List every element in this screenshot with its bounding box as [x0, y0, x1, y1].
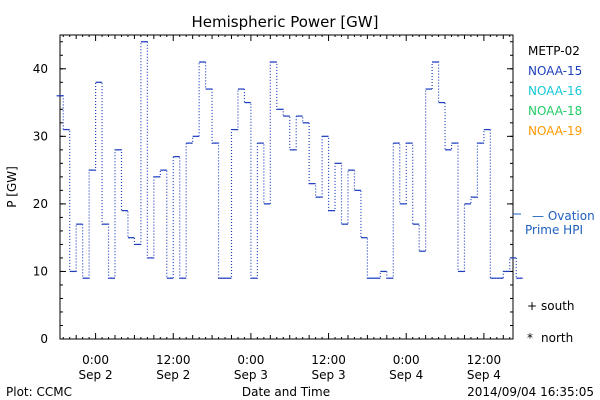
x-tick-time: 0:00 [82, 353, 109, 367]
legend-item: METP-02 [528, 44, 580, 58]
legend-item: NOAA-18 [528, 104, 582, 118]
legend-item: NOAA-15 [528, 64, 582, 78]
x-tick-date: Sep 2 [79, 368, 113, 382]
y-tick-label: 40 [33, 62, 48, 76]
x-tick-date: Sep 3 [234, 368, 268, 382]
x-tick-time: 12:00 [156, 353, 191, 367]
marker-legend: + south * north [527, 299, 575, 345]
legend: METP-02 NOAA-15 NOAA-16 NOAA-18 NOAA-19 [528, 44, 582, 138]
y-tick-label: 0 [40, 332, 48, 346]
y-axis-label: P [GW] [5, 166, 19, 208]
x-tick-date: Sep 4 [467, 368, 501, 382]
marker-symbol: * [527, 331, 533, 345]
x-tick-date: Sep 4 [389, 368, 423, 382]
marker-label: south [541, 299, 575, 313]
marker-label: north [541, 331, 573, 345]
x-tick-time: 12:00 [467, 353, 502, 367]
y-tick-label: 10 [33, 264, 48, 278]
chart-title: Hemispheric Power [GW] [192, 13, 379, 31]
series-line [56, 41, 523, 279]
ovation-label-line2: Prime HPI [525, 223, 583, 237]
y-tick-label: 20 [33, 197, 48, 211]
x-tick-date: Sep 3 [312, 368, 346, 382]
marker-symbol: + [527, 299, 537, 313]
x-tick-time: 0:00 [237, 353, 264, 367]
series-layer [56, 41, 523, 279]
x-axis-label: Date and Time [242, 385, 330, 399]
plot-frame [59, 34, 514, 340]
legend-item: NOAA-19 [528, 124, 582, 138]
footer-plot-credit: Plot: CCMC [6, 385, 72, 399]
x-tick-date: Sep 2 [156, 368, 190, 382]
footer-timestamp: 2014/09/04 16:35:05 [467, 385, 594, 399]
x-tick-time: 12:00 [311, 353, 346, 367]
y-tick-label: 30 [33, 129, 48, 143]
legend-item: NOAA-16 [528, 84, 582, 98]
x-tick-time: 0:00 [393, 353, 420, 367]
y-axis: 0 10 20 30 40 [33, 41, 513, 346]
ovation-label-line1: — Ovation [532, 209, 595, 223]
